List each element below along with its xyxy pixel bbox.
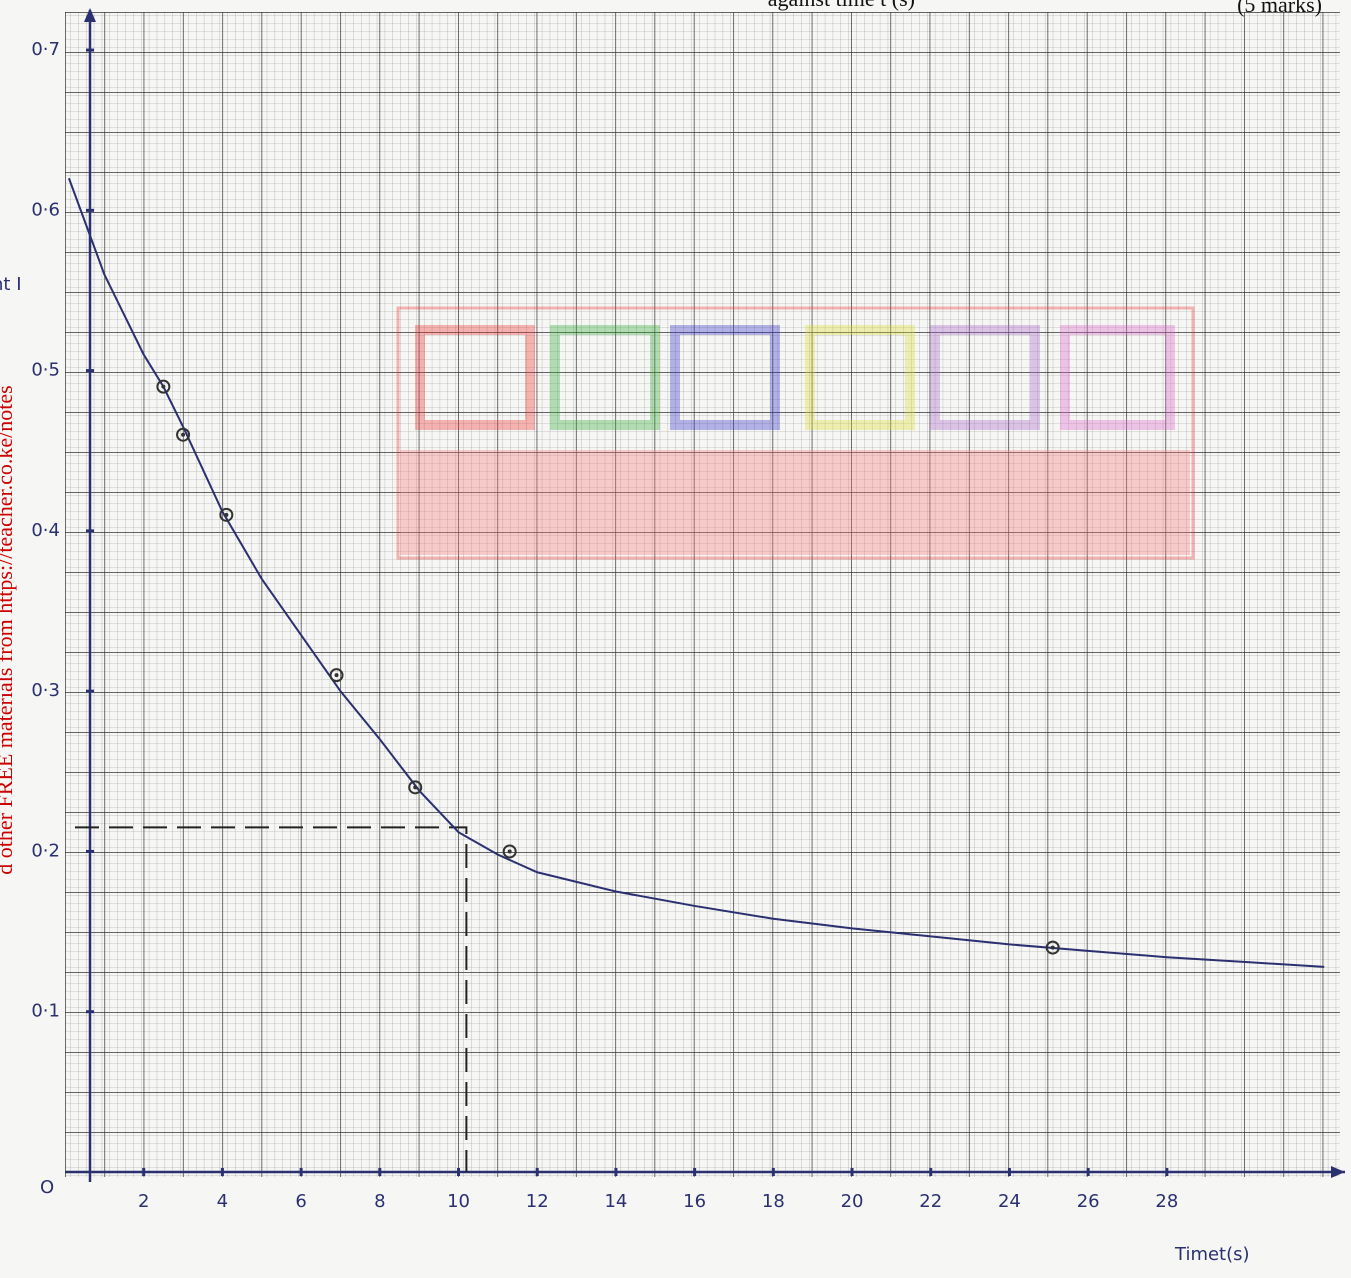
x-tick-label: 4 [217, 1191, 228, 1212]
y-tick-label: 0·7 [31, 39, 60, 60]
data-point [408, 780, 423, 795]
x-tick-label: 26 [1077, 1191, 1100, 1212]
title: against time t (s) [768, 0, 915, 11]
data-point-dot [1050, 945, 1055, 950]
side-note: d other FREE materials from https://teac… [0, 385, 17, 874]
origin-label: O [40, 1177, 54, 1198]
x-tick-label: 22 [919, 1191, 942, 1212]
x-axis-label: Timet(s) [1174, 1244, 1250, 1265]
data-point [219, 507, 234, 522]
x-arrow [1331, 1166, 1345, 1178]
y-axis-label: nt I [0, 274, 22, 295]
data-point-dot [413, 785, 418, 790]
data-point-dot [334, 673, 339, 678]
watermark [396, 306, 1195, 560]
y-tick-label: 0·6 [31, 199, 60, 220]
x-tick-label: 10 [447, 1191, 470, 1212]
y-tick-label: 0·2 [31, 840, 60, 861]
x-tick-label: 8 [374, 1191, 385, 1212]
x-tick-label: 24 [998, 1191, 1021, 1212]
x-tick-label: 12 [526, 1191, 549, 1212]
data-point-dot [507, 849, 512, 854]
major-grid [65, 12, 1340, 1177]
data-point [176, 427, 191, 442]
data-point [1045, 940, 1060, 955]
x-tick-label: 18 [762, 1191, 785, 1212]
data-point [329, 668, 344, 683]
y-tick-label: 0·1 [31, 1001, 60, 1022]
marks: (5 marks) [1237, 0, 1322, 17]
data-point [502, 844, 517, 859]
y-arrow [84, 8, 96, 22]
data-point [156, 379, 171, 394]
x-tick-label: 14 [604, 1191, 627, 1212]
y-tick-label: 0·3 [31, 680, 60, 701]
data-point-dot [181, 432, 186, 437]
y-tick-label: 0·5 [31, 360, 60, 381]
y-tick-label: 0·4 [31, 520, 60, 541]
x-tick-label: 28 [1155, 1191, 1178, 1212]
data-point-dot [161, 384, 166, 389]
fit-curve [67, 177, 1325, 968]
x-tick-label: 2 [138, 1191, 149, 1212]
x-tick-label: 6 [295, 1191, 306, 1212]
x-tick-label: 20 [841, 1191, 864, 1212]
reading-lines [75, 826, 468, 1172]
data-point-dot [224, 512, 229, 517]
x-tick-label: 16 [683, 1191, 706, 1212]
